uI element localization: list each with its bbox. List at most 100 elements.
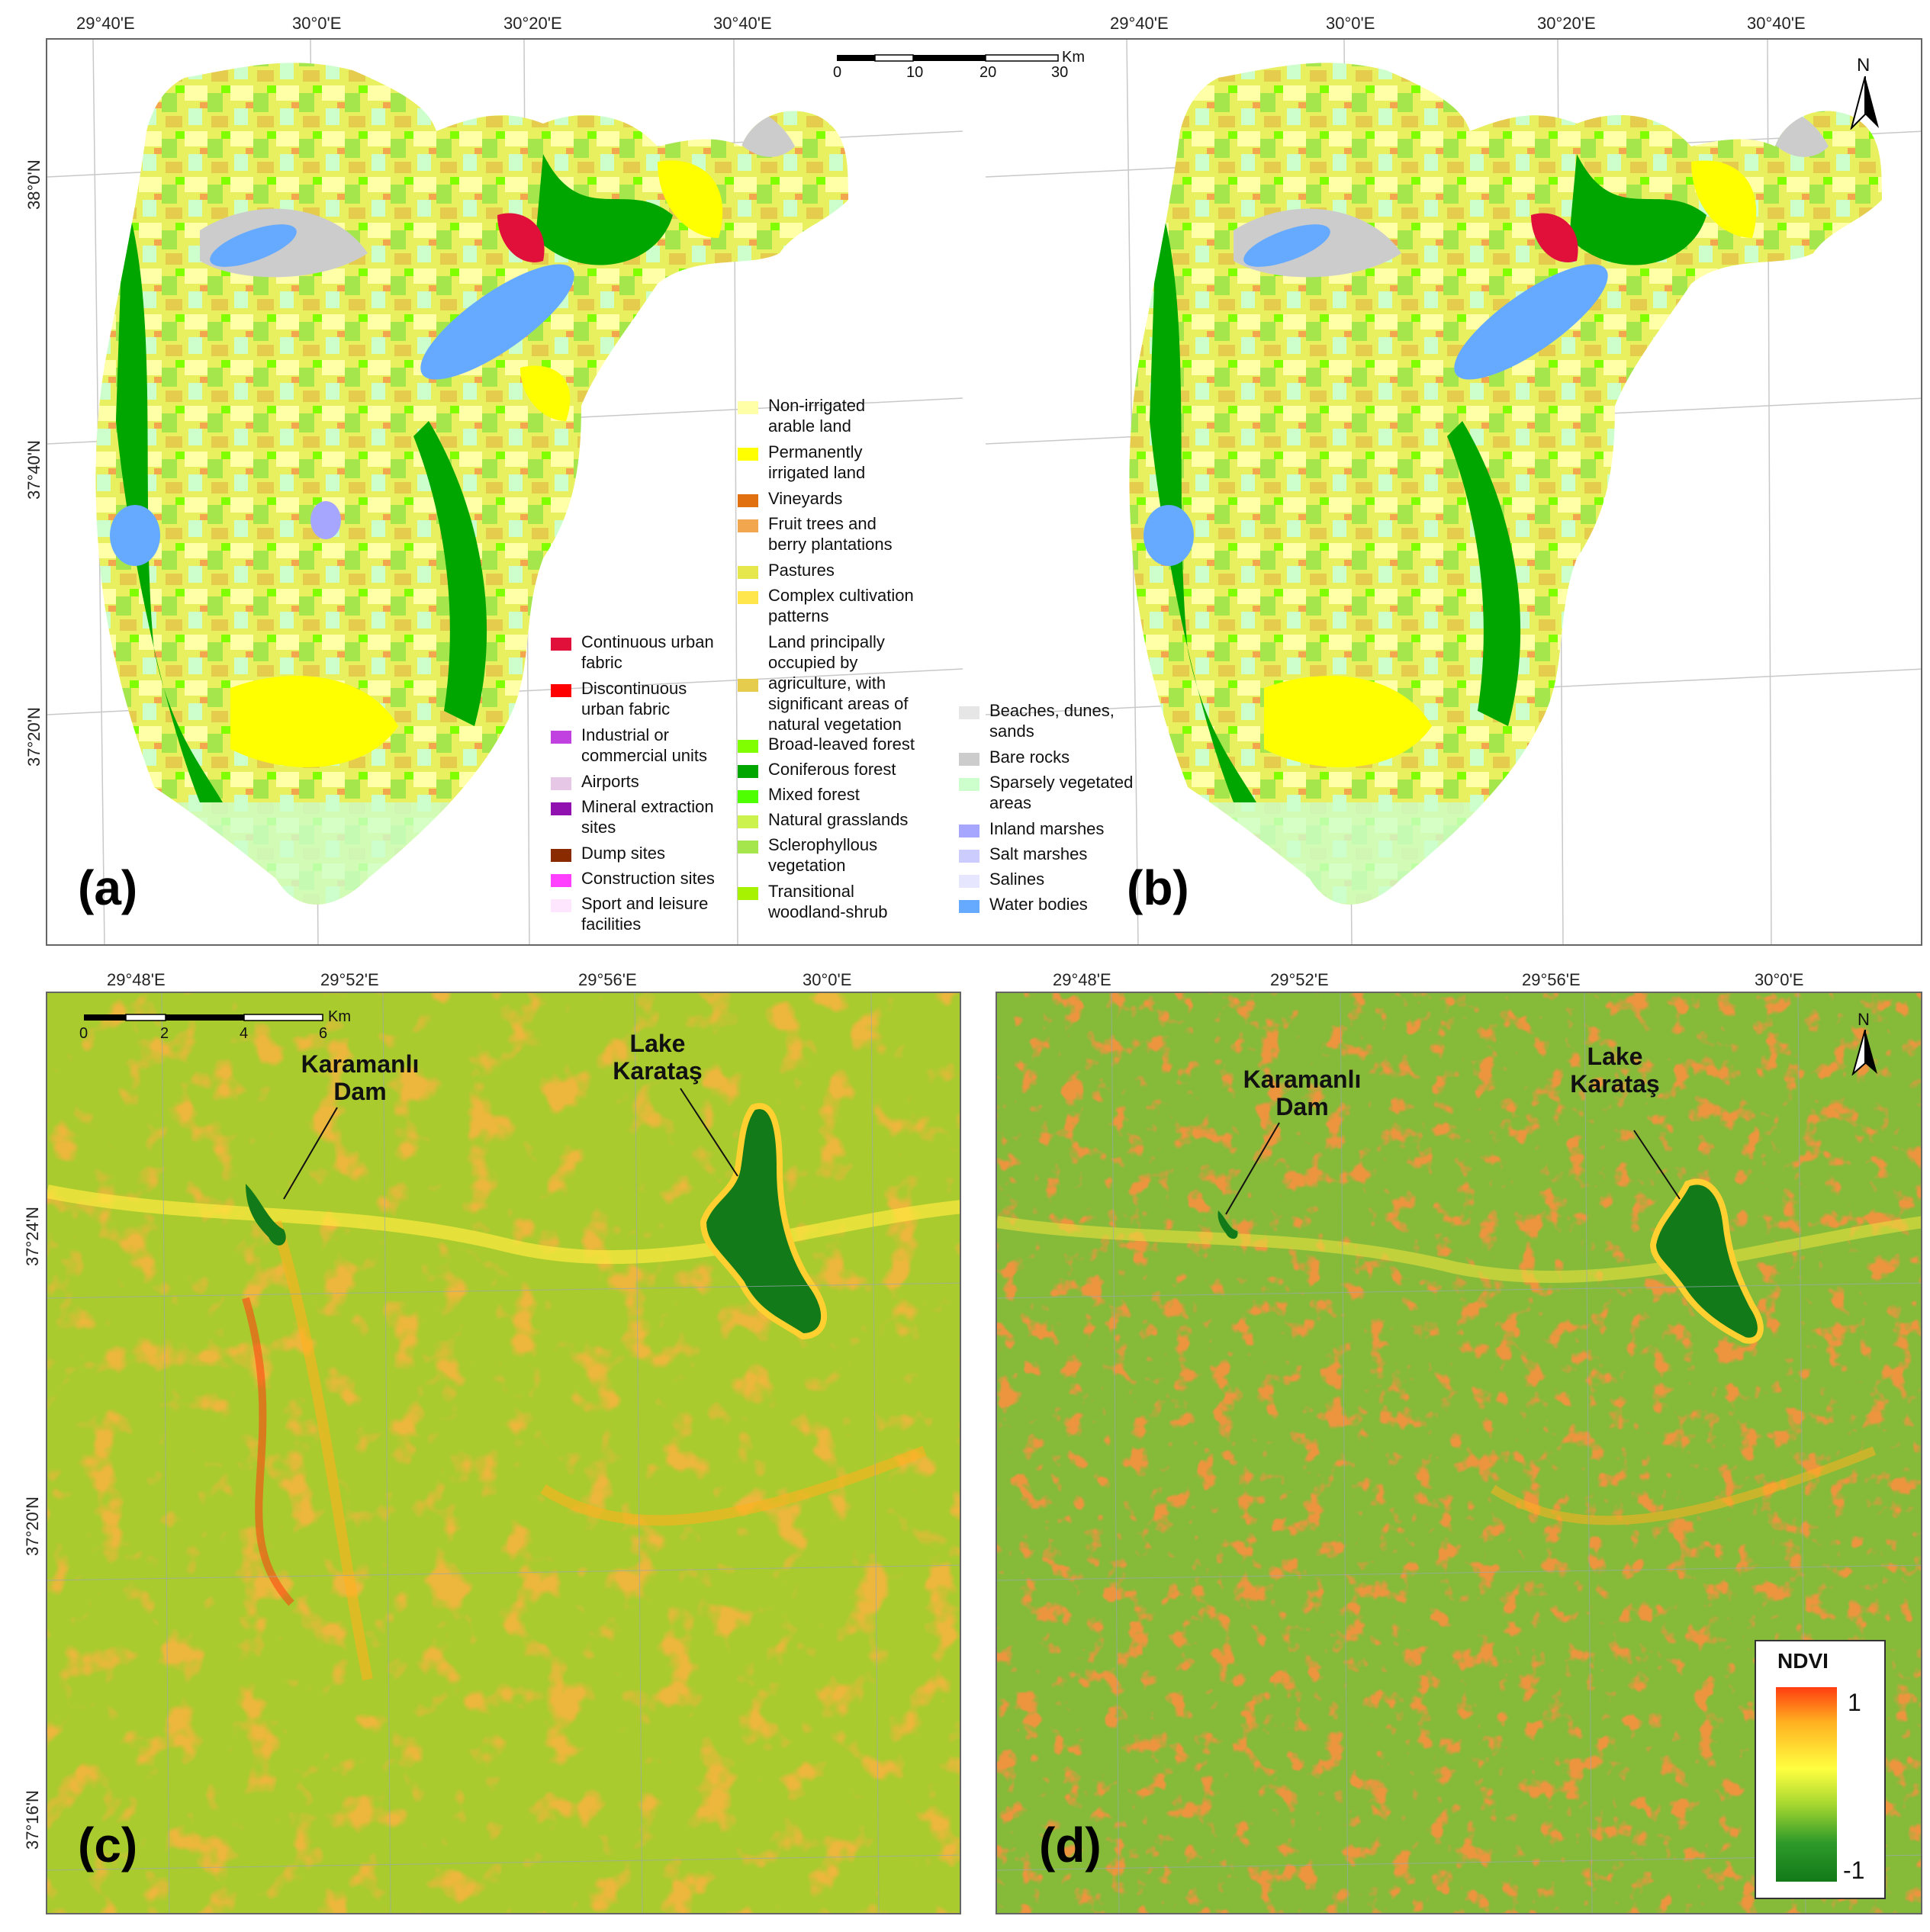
scale-top-tick-0: 0 (833, 64, 842, 81)
map-panel-top: Km 0 10 20 30 N (a) (b) Continuous urban… (46, 38, 1922, 946)
north-arrow-icon (1851, 1030, 1877, 1075)
legend-swatch (959, 778, 979, 791)
legend-swatch (738, 494, 758, 507)
ndvi-panel-c: Km 0 2 4 6 Karamanlı Dam Lake Karataş (c… (46, 992, 961, 1914)
legend-item: Beaches, dunes, sands (989, 701, 1115, 741)
legend-item: Fruit trees and berry plantations (768, 514, 893, 554)
scale-bottom-tick-1: 2 (160, 1025, 169, 1042)
legend-item: Water bodies (989, 895, 1088, 914)
lon-label-a-4: 30°40'E (713, 14, 772, 33)
legend-swatch (959, 875, 979, 888)
lon-label-d-1: 29°48'E (1053, 970, 1111, 989)
legend-item: Inland marshes (989, 819, 1105, 838)
legend-column-3: Beaches, dunes, sands Bare rocks Sparsel… (959, 696, 1188, 944)
legend-swatch (738, 679, 758, 692)
ndvi-color-ramp (1776, 1687, 1837, 1882)
legend-item: Discontinuous urban fabric (581, 679, 687, 718)
north-arrow-icon (1850, 76, 1879, 130)
legend-swatch (738, 887, 758, 900)
legend-swatch (738, 790, 758, 803)
legend-swatch (959, 706, 979, 719)
north-label-bottom: N (1858, 1010, 1870, 1029)
legend-swatch (959, 753, 979, 766)
legend-swatch (551, 731, 571, 744)
lat-label-top-3: 37°20'N (24, 707, 43, 767)
legend-swatch (738, 519, 758, 532)
ndvi-panel-d: Karamanlı Dam Lake Karataş N NDVI 1 -1 (996, 992, 1922, 1914)
panel-label-b: (b) (1127, 860, 1189, 915)
legend-swatch (551, 802, 571, 815)
legend-column-1: Continuous urban fabric Discontinuous ur… (551, 627, 780, 944)
legend-swatch (959, 825, 979, 837)
ndvi-legend-title: NDVI (1777, 1649, 1829, 1673)
legend-swatch (959, 850, 979, 863)
scale-top-tick-2: 20 (979, 64, 997, 81)
lon-label-b-2: 30°0'E (1326, 14, 1375, 33)
legend-swatch (738, 815, 758, 828)
scale-bar-top (837, 54, 1059, 62)
legend-item: Permanently irrigated land (768, 442, 866, 482)
ndvi-legend-min: -1 (1843, 1856, 1865, 1884)
annotation-lake-karatas: Lake Karataş (1570, 1043, 1660, 1098)
annotation-karamanli-dam: Karamanlı Dam (301, 1050, 420, 1105)
legend-item: Construction sites (581, 869, 715, 888)
legend-swatch (551, 849, 571, 862)
legend-item: Coniferous forest (768, 760, 896, 779)
legend-swatch (959, 900, 979, 913)
ndvi-legend-max: 1 (1848, 1689, 1861, 1716)
legend-item: Dump sites (581, 844, 666, 863)
scale-bottom-tick-0: 0 (79, 1025, 88, 1042)
lon-label-c-1: 29°48'E (107, 970, 166, 989)
legend-column-2: Non-irrigated arable land Permanently ir… (738, 391, 982, 944)
lon-label-a-3: 30°20'E (503, 14, 562, 33)
lon-label-d-2: 29°52'E (1270, 970, 1329, 989)
lat-label-bottom-2: 37°20'N (23, 1496, 42, 1556)
lat-label-bottom-1: 37°24'N (23, 1207, 42, 1266)
legend-swatch (738, 841, 758, 853)
legend-item: Broad-leaved forest (768, 735, 915, 754)
legend-item: Airports (581, 772, 639, 791)
legend-item: Sclerophyllous vegetation (768, 835, 878, 875)
scale-top-tick-1: 10 (906, 64, 924, 81)
panel-label-c: (c) (78, 1818, 138, 1873)
lat-label-top-1: 38°0'N (24, 159, 43, 210)
legend-item: Sport and leisure facilities (581, 894, 709, 934)
legend-swatch (738, 765, 758, 778)
legend-item: Complex cultivation patterns (768, 586, 914, 625)
lon-label-c-4: 30°0'E (803, 970, 852, 989)
legend-swatch (738, 448, 758, 461)
legend-item: Industrial or commercial units (581, 725, 708, 765)
scale-bottom-tick-2: 4 (240, 1025, 249, 1042)
legend-swatch (551, 899, 571, 912)
legend-item: Mineral extraction sites (581, 797, 714, 837)
legend-item: Non-irrigated arable land (768, 396, 866, 436)
lon-label-b-4: 30°40'E (1747, 14, 1806, 33)
legend-swatch (738, 740, 758, 753)
legend-swatch (551, 777, 571, 790)
scale-top-tick-3: 30 (1051, 64, 1069, 81)
legend-item: Continuous urban fabric (581, 632, 714, 672)
lon-label-c-2: 29°52'E (320, 970, 379, 989)
scale-top-unit: Km (1062, 49, 1085, 66)
lon-label-c-3: 29°56'E (578, 970, 637, 989)
legend-item: Vineyards (768, 489, 843, 508)
scale-bottom-tick-3: 6 (319, 1025, 328, 1042)
land-cover-maps (47, 40, 1921, 944)
lat-label-bottom-3: 37°16'N (23, 1790, 42, 1850)
lon-label-b-1: 29°40'E (1110, 14, 1169, 33)
scale-bottom-unit: Km (328, 1008, 351, 1025)
legend-item: Natural grasslands (768, 810, 909, 829)
lon-label-d-3: 29°56'E (1522, 970, 1581, 989)
legend-item: Sparsely vegetated areas (989, 773, 1134, 812)
lon-label-d-4: 30°0'E (1755, 970, 1804, 989)
legend-item: Bare rocks (989, 747, 1070, 767)
panel-label-a: (a) (78, 860, 138, 915)
legend-item: Salt marshes (989, 844, 1088, 863)
lat-label-top-2: 37°40'N (24, 440, 43, 500)
legend-item: Transitional woodland-shrub (768, 882, 888, 921)
legend-item: Salines (989, 870, 1045, 889)
panel-label-d: (d) (1039, 1818, 1102, 1873)
legend-swatch (551, 638, 571, 651)
legend-swatch (551, 684, 571, 697)
annotation-karamanli-dam: Karamanlı Dam (1243, 1066, 1362, 1120)
